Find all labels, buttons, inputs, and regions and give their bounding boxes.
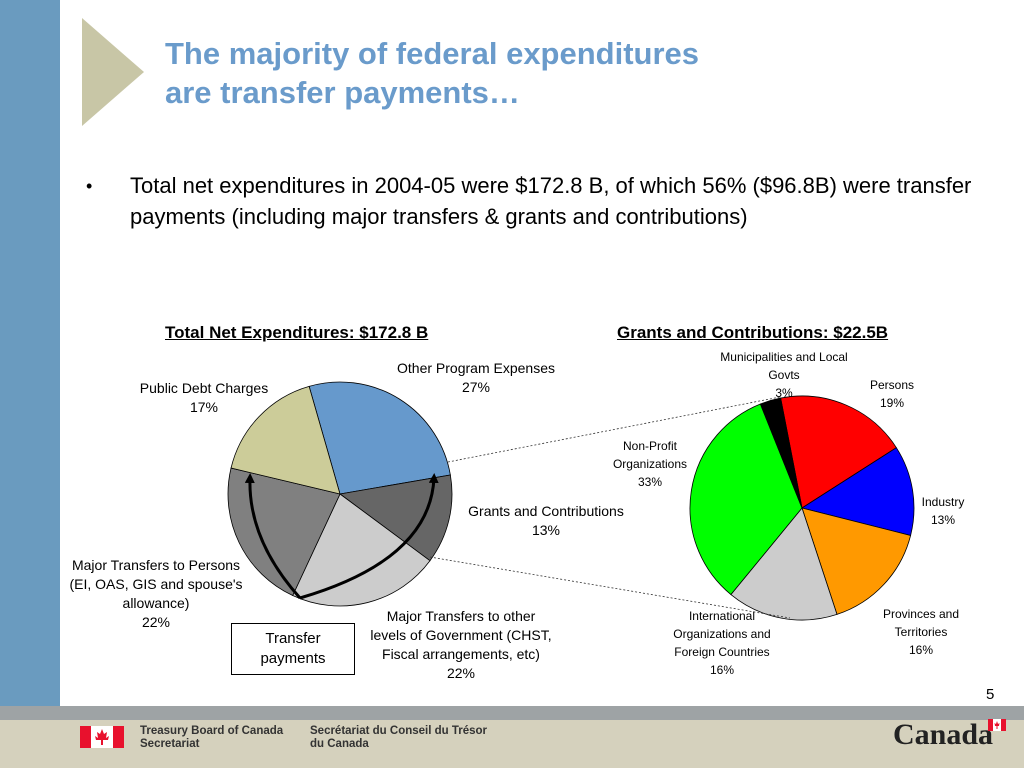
label-industry: Industry 13% xyxy=(908,493,978,529)
pie-grants-contributions xyxy=(689,395,915,621)
label-non-profit-value: 33% xyxy=(637,475,663,489)
transfer-arc-arrow-right xyxy=(299,473,439,600)
pie-total-expenditures xyxy=(227,381,453,607)
pie2-slice-5 xyxy=(759,397,803,509)
dept-name-english: Treasury Board of Canada Secretariat xyxy=(140,725,283,751)
label-mtp-value: 22% xyxy=(141,614,171,630)
label-international: International Organizations and Foreign … xyxy=(662,607,782,679)
connector-line-0 xyxy=(447,396,781,463)
label-public-debt-name: Public Debt Charges xyxy=(139,380,269,396)
label-persons-value: 19% xyxy=(879,396,905,410)
label-international-value: 16% xyxy=(709,663,735,677)
label-other-program-name: Other Program Expenses xyxy=(397,360,555,376)
chart-title-grants: Grants and Contributions: $22.5B xyxy=(617,323,889,342)
pie2-slice-2 xyxy=(801,507,912,615)
dept-fr-line-2: du Canada xyxy=(310,738,369,750)
transfer-payments-box: Transfer payments xyxy=(231,623,355,675)
transfer-box-line-1: Transfer xyxy=(265,630,321,647)
label-major-transfers-persons: Major Transfers to Persons (EI, OAS, GIS… xyxy=(64,556,248,632)
pie1-slice-1 xyxy=(339,474,453,562)
wordmark-flag-icon xyxy=(988,719,1006,731)
label-other-program-value: 27% xyxy=(461,379,491,395)
label-mtg-value: 22% xyxy=(446,665,476,681)
label-grants-name: Grants and Contributions xyxy=(468,503,624,519)
label-provinces-name: Provinces and Territories xyxy=(882,607,960,639)
slide-title: The majority of federal expenditures are… xyxy=(165,34,985,112)
connector-line-1 xyxy=(429,556,791,619)
pie2-slice-1 xyxy=(801,447,915,536)
bullet-marker: • xyxy=(86,176,93,196)
label-grants-contributions: Grants and Contributions 13% xyxy=(446,502,646,540)
label-non-profit: Non-Profit Organizations 33% xyxy=(600,437,700,491)
label-persons-name: Persons xyxy=(869,378,915,392)
dept-en-line-2: Secretariat xyxy=(140,738,200,750)
label-international-name: International Organizations and Foreign … xyxy=(673,609,771,659)
transfer-arc-arrow xyxy=(244,473,302,600)
label-provinces: Provinces and Territories 16% xyxy=(866,605,976,659)
label-mtg-name: Major Transfers to other levels of Gover… xyxy=(370,608,552,662)
transfer-box-line-2: payments xyxy=(260,650,326,667)
title-line-1: The majority of federal expenditures xyxy=(165,36,700,71)
label-provinces-value: 16% xyxy=(908,643,934,657)
pie2-slice-0 xyxy=(780,395,897,509)
pie1-slice-0 xyxy=(308,381,451,495)
pie2-slice-3 xyxy=(730,507,838,621)
label-persons: Persons 19% xyxy=(852,376,932,412)
label-municipalities-name: Municipalities and Local Govts xyxy=(720,350,848,382)
label-major-transfers-government: Major Transfers to other levels of Gover… xyxy=(368,607,554,683)
pie-connector-lines xyxy=(429,396,791,619)
label-other-program-expenses: Other Program Expenses 27% xyxy=(368,359,584,397)
left-accent-bar xyxy=(0,0,60,768)
bullet-text: Total net expenditures in 2004-05 were $… xyxy=(130,173,972,229)
canada-wordmark: Canada xyxy=(893,718,994,751)
chart-title-total: Total Net Expenditures: $172.8 B xyxy=(165,323,429,342)
label-grants-value: 13% xyxy=(531,522,561,538)
label-municipalities: Municipalities and Local Govts 3% xyxy=(716,348,852,402)
title-line-2: are transfer payments… xyxy=(165,75,520,110)
pie1-slice-3 xyxy=(227,467,341,597)
label-industry-value: 13% xyxy=(930,513,956,527)
pie1-slice-4 xyxy=(230,385,341,495)
dept-fr-line-1: Secrétariat du Conseil du Trésor xyxy=(310,725,488,737)
canada-flag-icon xyxy=(80,726,124,748)
dept-name-french: Secrétariat du Conseil du Trésor du Cana… xyxy=(310,725,487,751)
label-municipalities-value: 3% xyxy=(775,386,793,400)
footer-top-strip xyxy=(0,706,1024,720)
label-mtp-name: Major Transfers to Persons (EI, OAS, GIS… xyxy=(69,557,243,611)
label-industry-name: Industry xyxy=(921,495,965,509)
page-number: 5 xyxy=(986,686,995,703)
label-public-debt-value: 17% xyxy=(189,399,219,415)
slide-arrow-decoration xyxy=(82,18,144,126)
dept-en-line-1: Treasury Board of Canada xyxy=(140,725,284,737)
pie2-slice-4 xyxy=(689,403,803,596)
label-public-debt: Public Debt Charges 17% xyxy=(114,379,294,417)
label-non-profit-name: Non-Profit Organizations xyxy=(612,439,688,471)
